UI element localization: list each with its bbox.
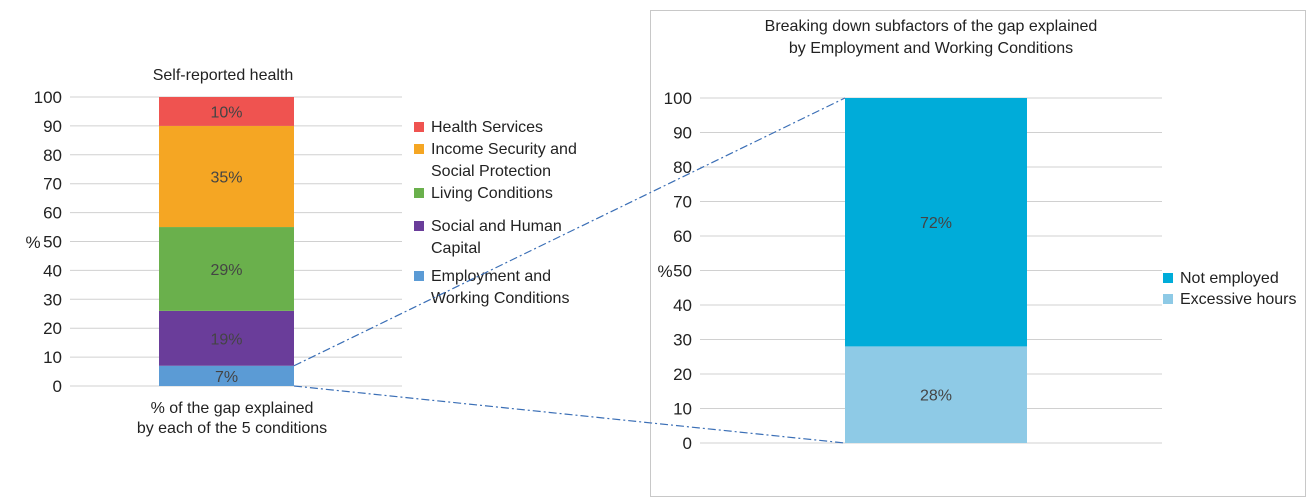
y-tick-label: 70	[43, 175, 62, 194]
data-label: 35%	[210, 169, 242, 186]
bar-segment	[159, 125, 294, 228]
x-axis-label: % of the gap explained by each of the 5 c…	[137, 400, 327, 437]
y-tick-label: 100	[34, 88, 62, 107]
y-axis-label: %	[657, 262, 672, 281]
legend-swatch	[414, 144, 424, 154]
bar-segment	[845, 346, 1027, 443]
y-tick-label: 90	[673, 124, 692, 143]
legend-label: Excessive hours	[1180, 291, 1297, 308]
connector-top	[293, 97, 846, 367]
y-tick-label: 40	[43, 261, 62, 280]
bar-segment	[159, 227, 294, 311]
y-tick-label: 50	[43, 233, 62, 252]
y-tick-label: 0	[53, 377, 62, 396]
y-tick-label: 30	[673, 331, 692, 350]
y-axis-label: %	[25, 233, 40, 252]
data-label: 10%	[210, 104, 242, 121]
connector-lines	[293, 97, 846, 444]
y-tick-label: 80	[673, 158, 692, 177]
y-tick-label: 80	[43, 146, 62, 165]
data-label: 7%	[215, 369, 238, 386]
y-tick-label: 20	[43, 319, 62, 338]
data-label: 19%	[210, 331, 242, 348]
data-label: 72%	[920, 215, 952, 232]
y-tick-label: 20	[673, 365, 692, 384]
y-tick-label: 60	[43, 204, 62, 223]
legend-label: Employment and Working Conditions	[431, 268, 569, 307]
legend-swatch	[414, 271, 424, 281]
bar-segment	[159, 97, 294, 126]
y-tick-label: 10	[43, 348, 62, 367]
legend-swatch	[1163, 273, 1173, 283]
y-tick-label: 70	[673, 193, 692, 212]
y-tick-label: 90	[43, 117, 62, 136]
legend-swatch	[414, 188, 424, 198]
chart-title: Breaking down subfactors of the gap expl…	[765, 18, 1098, 57]
legend-label: Living Conditions	[431, 185, 553, 202]
y-tick-label: 60	[673, 227, 692, 246]
chart-title: Self-reported health	[153, 67, 294, 84]
legend-swatch	[414, 122, 424, 132]
legend-label: Income Security and Social Protection	[431, 141, 577, 180]
left-chart: 0 10 20 30 40 50 60 70 80 90 100 Self-reported heal…	[25, 67, 576, 437]
legend-label: Social and Human Capital	[431, 218, 562, 257]
right-chart: 0 10 20 30 40 50 60 70 80 90 100 Breaking down subf…	[657, 18, 1296, 453]
data-label: 28%	[920, 388, 952, 405]
data-label: 29%	[210, 262, 242, 279]
y-tick-label: 0	[683, 434, 692, 453]
y-tick-label: 100	[664, 89, 692, 108]
connector-bottom	[293, 385, 846, 444]
bar-segment	[159, 310, 294, 366]
y-tick-label: 50	[673, 262, 692, 281]
legend-label: Not employed	[1180, 270, 1279, 287]
y-tick-label: 10	[673, 400, 692, 419]
legend-swatch	[414, 221, 424, 231]
bar-segment	[159, 365, 294, 386]
bar-segment	[845, 98, 1027, 347]
y-tick-label: 30	[43, 290, 62, 309]
legend-label: Health Services	[431, 119, 543, 136]
y-tick-label: 40	[673, 296, 692, 315]
legend-swatch	[1163, 294, 1173, 304]
